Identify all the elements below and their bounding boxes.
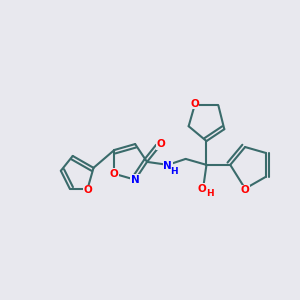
Text: O: O	[198, 184, 206, 194]
Text: O: O	[110, 169, 119, 179]
Text: O: O	[156, 139, 165, 149]
Text: H: H	[171, 167, 178, 176]
Text: H: H	[206, 190, 213, 199]
Text: O: O	[83, 185, 92, 195]
Text: N: N	[131, 175, 140, 185]
Text: O: O	[241, 185, 250, 195]
Text: O: O	[190, 99, 199, 109]
Text: N: N	[164, 161, 172, 171]
